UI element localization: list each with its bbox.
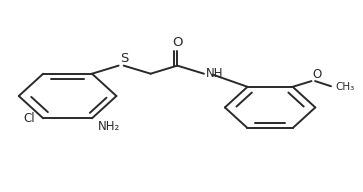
Text: O: O bbox=[172, 36, 183, 49]
Text: CH₃: CH₃ bbox=[335, 82, 355, 92]
Text: NH: NH bbox=[206, 67, 223, 80]
Text: NH₂: NH₂ bbox=[97, 120, 120, 133]
Text: O: O bbox=[313, 68, 322, 80]
Text: Cl: Cl bbox=[24, 112, 35, 125]
Text: S: S bbox=[120, 52, 128, 65]
